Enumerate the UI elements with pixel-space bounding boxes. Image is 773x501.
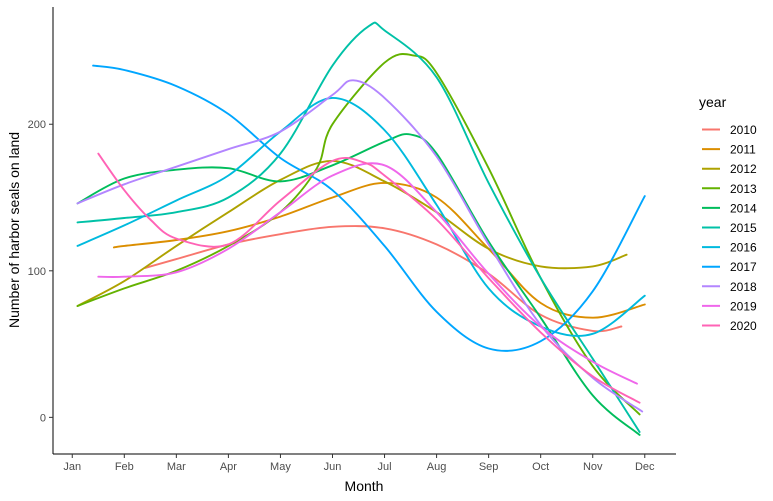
plot-background — [53, 7, 676, 454]
series-line-2010 — [144, 225, 623, 333]
y-axis-title: Number of harbor seals on land — [6, 132, 22, 328]
legend-title: year — [699, 94, 727, 110]
x-tick-label-jul: Jul — [378, 461, 392, 473]
legend-label-2013: 2013 — [730, 182, 757, 196]
legend-label-2015: 2015 — [730, 221, 757, 235]
x-tick-label-dec: Dec — [635, 461, 655, 473]
x-tick-label-nov: Nov — [583, 461, 603, 473]
series-line-2017 — [92, 64, 646, 352]
series-line-2014 — [76, 133, 641, 436]
legend-label-2020: 2020 — [730, 319, 757, 333]
series-line-2020 — [97, 152, 641, 404]
series-line-2019 — [97, 162, 638, 385]
x-tick-label-jun: Jun — [324, 461, 342, 473]
legend-label-2017: 2017 — [730, 260, 757, 274]
legend-items: 2010 2011 2012 2013 2014 2015 2016 2017 2018 2019… — [702, 123, 757, 333]
legend-label-2010: 2010 — [730, 123, 757, 137]
series-line-2015 — [76, 21, 641, 433]
y-axis-ticks: 0 100 200 — [28, 119, 53, 424]
x-tick-label-sep: Sep — [479, 461, 499, 473]
x-tick-label-feb: Feb — [115, 461, 134, 473]
x-tick-label-jan: Jan — [63, 461, 81, 473]
x-tick-label-oct: Oct — [532, 461, 549, 473]
x-tick-label-mar: Mar — [167, 461, 186, 473]
x-tick-label-apr: Apr — [220, 461, 237, 473]
series-line-2011 — [112, 181, 646, 319]
x-tick-label-aug: Aug — [427, 461, 447, 473]
series-line-2018 — [76, 79, 644, 413]
y-tick-label-100: 100 — [28, 266, 46, 278]
x-axis-ticks: Jan Feb Mar Apr May Jun Jul Aug Sep Oct Nov Dec — [63, 454, 655, 473]
legend-label-2011: 2011 — [730, 143, 756, 157]
series-line-2012 — [76, 159, 628, 307]
legend-label-2019: 2019 — [730, 299, 757, 313]
legend-label-2012: 2012 — [730, 162, 757, 176]
y-tick-label-0: 0 — [40, 412, 46, 424]
x-tick-label-may: May — [270, 461, 291, 473]
legend-label-2014: 2014 — [730, 201, 757, 215]
plot-panel — [53, 7, 676, 454]
x-axis-title: Month — [345, 478, 384, 494]
legend: year 20102011201220132014201520162017201… — [699, 94, 757, 333]
y-tick-label-200: 200 — [28, 119, 46, 131]
series-lines — [76, 21, 646, 436]
legend-label-2018: 2018 — [730, 280, 757, 294]
legend-label-2016: 2016 — [730, 241, 757, 255]
axes: Jan Feb Mar Apr May Jun Jul Aug Sep Oct Nov Dec 0 10… — [28, 7, 676, 473]
